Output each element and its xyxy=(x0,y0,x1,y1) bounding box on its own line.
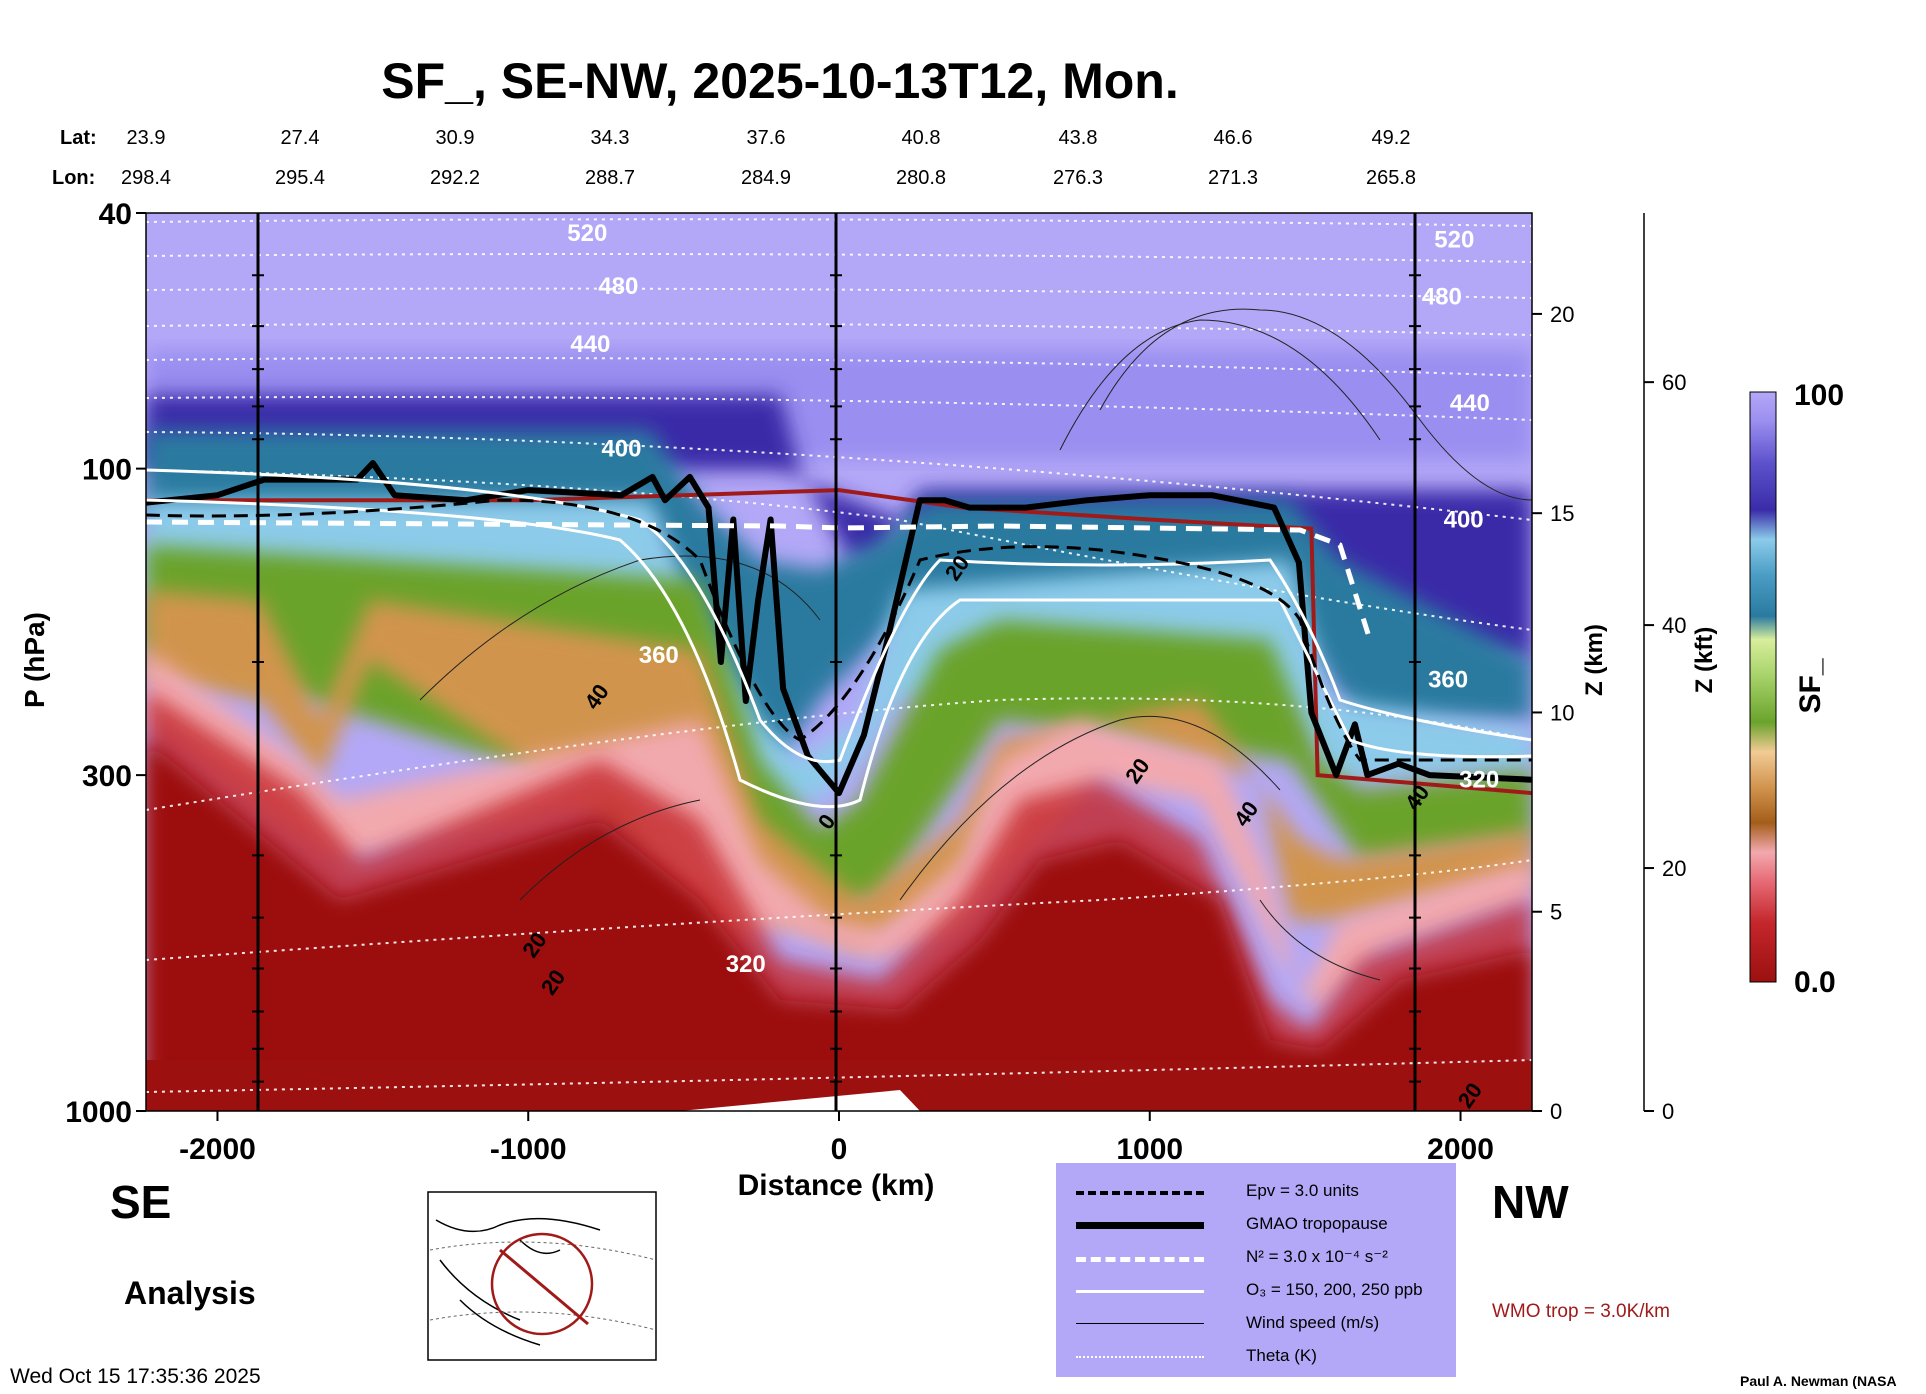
lat-value: 40.8 xyxy=(902,127,941,149)
z-km-tick-label: 5 xyxy=(1550,900,1562,925)
x-axis: -2000 -1000 0 1000 2000 xyxy=(179,1111,1494,1166)
lat-lon-header: Lat: Lon: 23.9 298.4 27.4 295.4 30.9 292.2 34.3 2… xyxy=(52,127,1416,189)
theta-label: 320 xyxy=(726,951,766,978)
legend-swatch-theta xyxy=(1076,1356,1204,1358)
z-km-label: Z (km) xyxy=(1581,624,1608,696)
theta-label: 320 xyxy=(1459,767,1499,794)
theta-label: 520 xyxy=(567,220,607,247)
z-km-tick-label: 15 xyxy=(1550,501,1574,526)
z-kft-tick-label: 60 xyxy=(1662,370,1686,395)
lon-value: 295.4 xyxy=(275,167,325,189)
legend-item-epv: Epv = 3.0 units xyxy=(1076,1179,1446,1205)
x-tick-label: 1000 xyxy=(1116,1133,1183,1166)
z-km-axis: 20 15 10 5 0 xyxy=(1532,302,1574,1124)
lat-label: Lat: xyxy=(60,127,97,149)
lat-value: 43.8 xyxy=(1059,127,1098,149)
lon-value: 280.8 xyxy=(896,167,946,189)
z-kft-axis: 60 40 20 0 xyxy=(1644,370,1686,1124)
y-tick-label: 300 xyxy=(82,760,132,793)
theta-label: 400 xyxy=(1444,506,1484,533)
colorbar-label: SF_ xyxy=(1794,658,1827,713)
timestamp: Wed Oct 15 17:35:36 2025 xyxy=(10,1365,261,1388)
z-kft-tick-label: 0 xyxy=(1662,1099,1674,1124)
x-tick-label: 0 xyxy=(831,1133,848,1166)
lat-value: 49.2 xyxy=(1372,127,1411,149)
legend-item-ozone: O₃ = 150, 200, 250 ppb xyxy=(1076,1278,1446,1304)
legend-item-wind: Wind speed (m/s) xyxy=(1076,1311,1446,1337)
z-km-tick-label: 20 xyxy=(1550,302,1574,327)
x-tick-label: -1000 xyxy=(490,1133,567,1166)
legend-label-ozone: O₃ = 150, 200, 250 ppb xyxy=(1246,1280,1423,1299)
theta-label: 360 xyxy=(1428,667,1468,694)
theta-label: 400 xyxy=(601,435,641,462)
lat-value: 23.9 xyxy=(127,127,166,149)
legend-swatch-wind xyxy=(1076,1323,1204,1324)
z-kft-label: Z (kft) xyxy=(1691,627,1718,694)
y-tick-label: 40 xyxy=(99,198,132,231)
theta-labels: 520 480 440 400 360 320 520 480 440 400 360 320 xyxy=(567,220,1499,978)
legend-item-theta: Theta (K) xyxy=(1076,1344,1446,1370)
wmo-note: WMO trop = 3.0K/km xyxy=(1492,1301,1670,1322)
legend-item-gmao: GMAO tropopause xyxy=(1076,1212,1446,1238)
theta-label: 440 xyxy=(1450,390,1490,417)
theta-label: 440 xyxy=(570,331,610,358)
theta-lines xyxy=(146,218,1532,1093)
lat-value: 37.6 xyxy=(747,127,786,149)
legend-label-gmao: GMAO tropopause xyxy=(1246,1214,1388,1233)
lat-value: 30.9 xyxy=(436,127,475,149)
sf-field xyxy=(146,213,1532,1111)
lon-value: 298.4 xyxy=(121,167,171,189)
tropopause-gmao-line xyxy=(146,460,1532,797)
theta-label: 480 xyxy=(598,273,638,300)
ozone-lines xyxy=(146,468,1532,809)
legend-swatch-gmao xyxy=(1076,1222,1204,1229)
legend-label-theta: Theta (K) xyxy=(1246,1346,1317,1365)
legend-swatch-epv xyxy=(1076,1191,1204,1195)
z-kft-tick-label: 20 xyxy=(1662,856,1686,881)
lon-value: 284.9 xyxy=(741,167,791,189)
theta-label: 360 xyxy=(639,642,679,669)
theta-label: 520 xyxy=(1434,227,1474,254)
x-axis-label: Distance (km) xyxy=(738,1169,935,1202)
legend-item-n2: N² = 3.0 x 10⁻⁴ s⁻² xyxy=(1076,1245,1446,1271)
y-axis: 40 100 300 1000 xyxy=(65,198,1421,1129)
lon-value: 276.3 xyxy=(1053,167,1103,189)
legend-swatch-n2 xyxy=(1076,1257,1204,1262)
lon-value: 271.3 xyxy=(1208,167,1258,189)
inset-map xyxy=(427,1191,657,1361)
lon-value: 292.2 xyxy=(430,167,480,189)
colorbar-min: 0.0 xyxy=(1794,966,1836,999)
contour-overlays xyxy=(146,218,1532,1093)
x-tick-label: -2000 xyxy=(179,1133,256,1166)
lon-value: 265.8 xyxy=(1366,167,1416,189)
legend-label-epv: Epv = 3.0 units xyxy=(1246,1181,1359,1200)
n2-line xyxy=(146,519,1373,641)
y-axis-label: P (hPa) xyxy=(19,612,50,708)
lat-value: 34.3 xyxy=(591,127,630,149)
z-km-tick-label: 0 xyxy=(1550,1099,1562,1124)
colorbar xyxy=(1749,391,1777,983)
z-kft-tick-label: 40 xyxy=(1662,613,1686,638)
chart-title: SF_, SE-NW, 2025-10-13T12, Mon. xyxy=(381,53,1179,109)
direction-right-label: NW xyxy=(1492,1176,1569,1228)
legend-swatch-ozone xyxy=(1076,1290,1204,1293)
x-tick-label: 2000 xyxy=(1427,1133,1494,1166)
legend-label-wind: Wind speed (m/s) xyxy=(1246,1313,1380,1332)
z-km-tick-label: 10 xyxy=(1550,700,1574,725)
lon-value: 288.7 xyxy=(585,167,635,189)
theta-label: 480 xyxy=(1422,284,1462,311)
lon-label: Lon: xyxy=(52,167,95,189)
credit: Paul A. Newman (NASA xyxy=(1740,1373,1897,1389)
legend-label-n2: N² = 3.0 x 10⁻⁴ s⁻² xyxy=(1246,1247,1388,1266)
direction-left-label: SE xyxy=(110,1176,172,1228)
analysis-label: Analysis xyxy=(124,1275,256,1311)
y-tick-label: 100 xyxy=(82,454,132,487)
colorbar-max: 100 xyxy=(1794,379,1844,412)
lat-value: 46.6 xyxy=(1214,127,1253,149)
lat-value: 27.4 xyxy=(281,127,320,149)
y-tick-label: 1000 xyxy=(65,1096,132,1129)
legend: Epv = 3.0 units GMAO tropopause N² = 3.0… xyxy=(1056,1163,1456,1377)
